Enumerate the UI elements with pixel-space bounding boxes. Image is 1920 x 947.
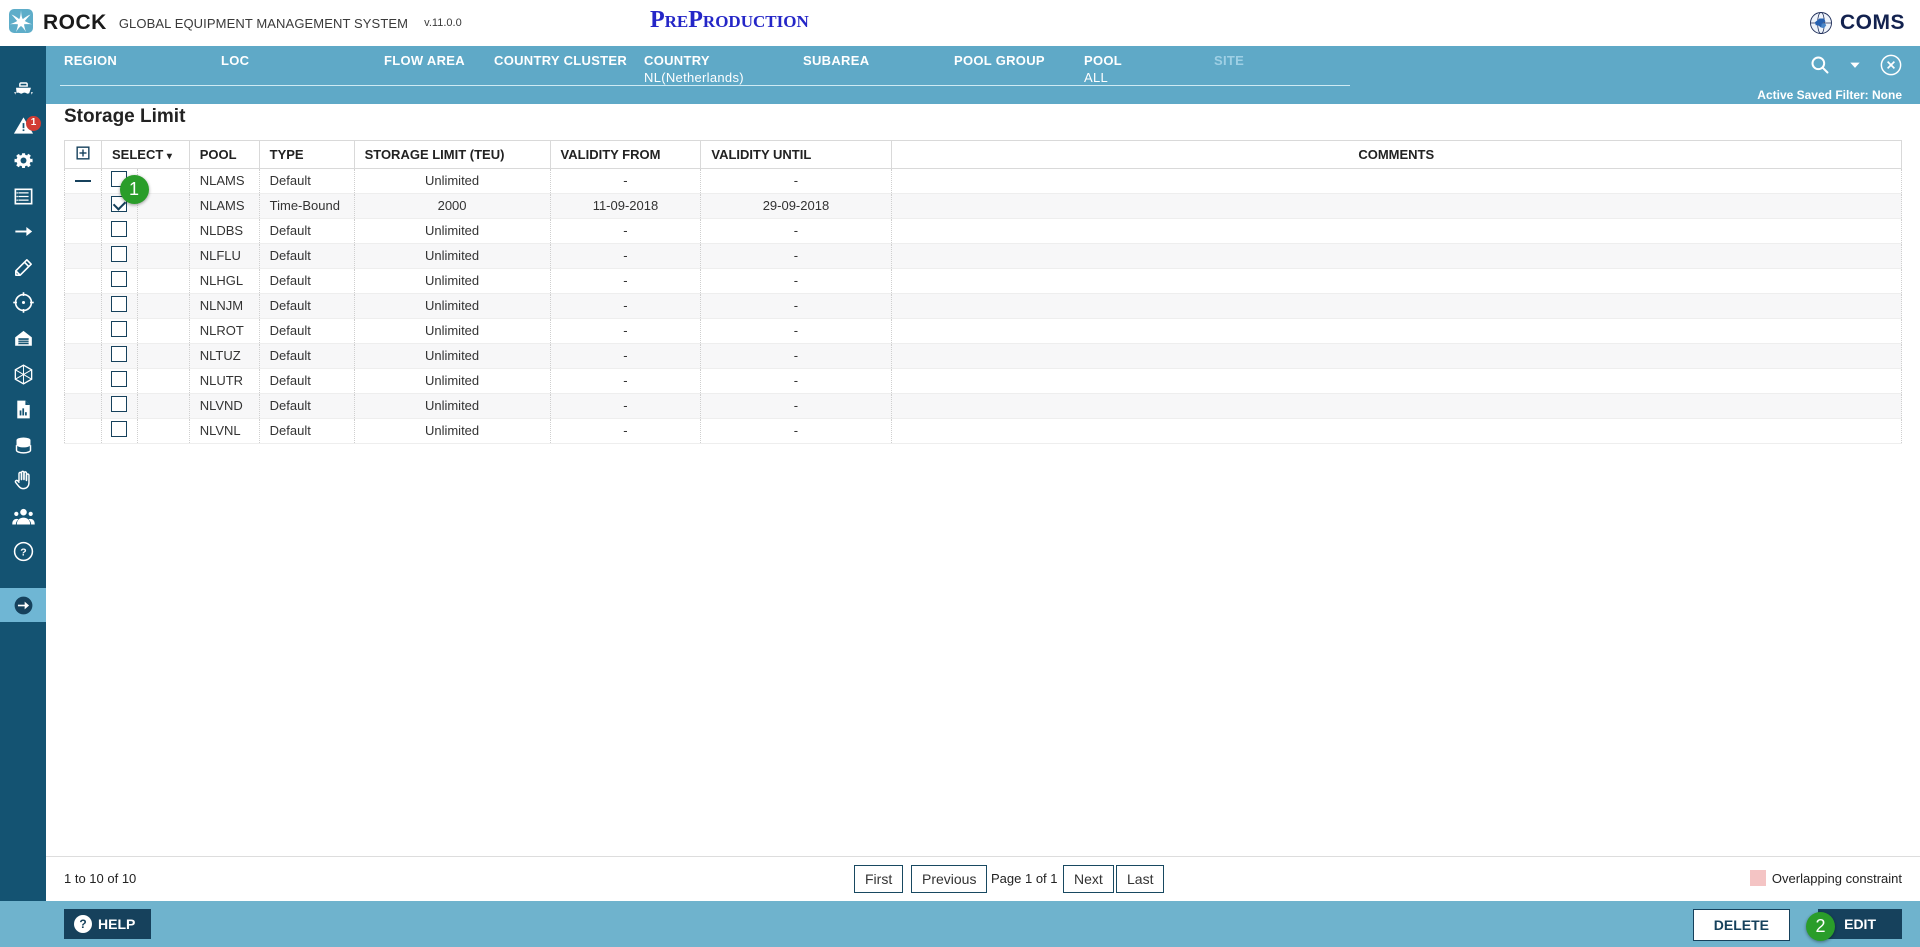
svg-text:?: ? (20, 547, 26, 559)
